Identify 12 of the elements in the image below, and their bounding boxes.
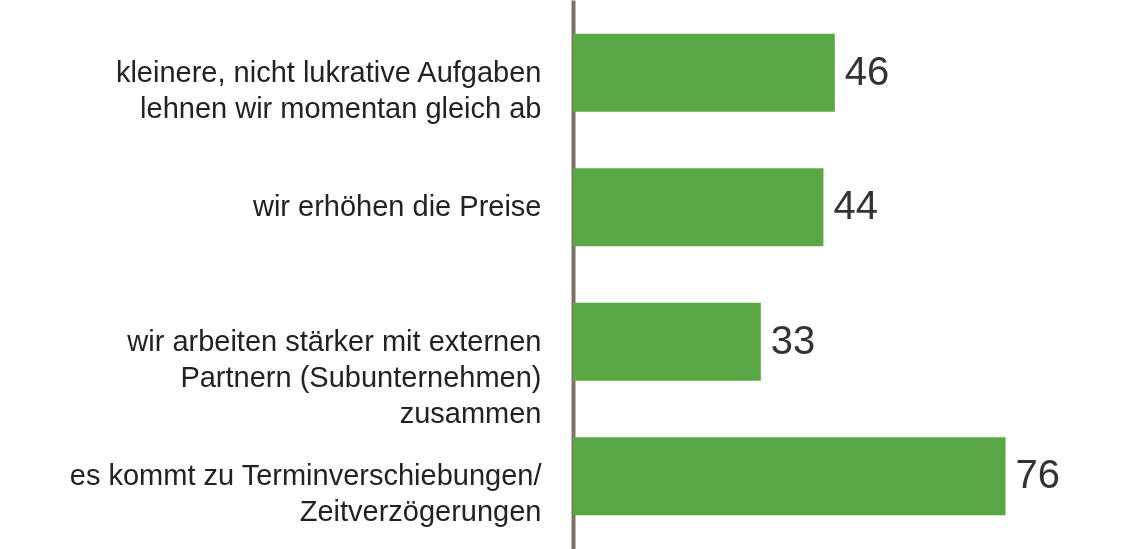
y-tick-label: kleinere, nicht lukrative Aufgaben lehnen wir momentan gleich ab [115,55,542,124]
y-tick-label: wir erhöhen die Preise [251,190,542,223]
bar [573,302,761,381]
bar [573,33,835,112]
data-label: 44 [833,183,878,228]
data-label: 76 [1015,452,1061,497]
bar [573,168,824,247]
data-label: 46 [844,48,890,93]
data-label: 33 [770,317,816,362]
bar [573,437,1006,516]
y-tick-label: es kommt zu Terminverschiebungen/ Zeitverzögerungen [69,459,543,528]
y-tick-label: wir arbeiten stärker mit externen Partnern (Subunternehmen) zusammen [126,324,542,429]
